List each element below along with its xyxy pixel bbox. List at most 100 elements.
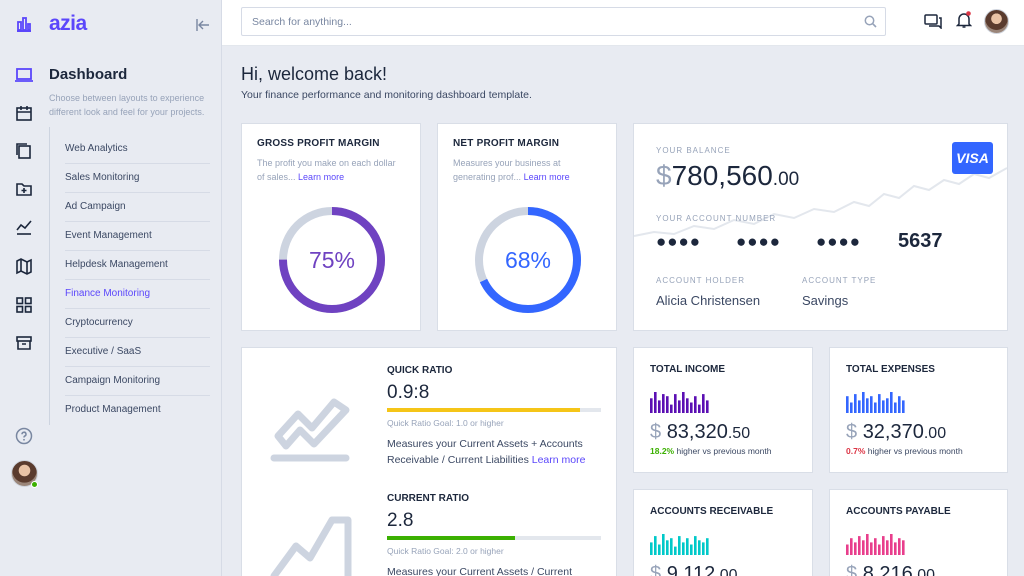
accounts-receivable-amount: 9,112 — [666, 563, 716, 576]
search-input[interactable] — [242, 8, 842, 35]
accounts-payable-spark-bar — [886, 540, 889, 555]
account-last4: 5637 — [898, 230, 943, 252]
total-expenses-spark-bar — [850, 402, 853, 413]
sidebar-item-web-analytics[interactable]: Web Analytics — [65, 135, 210, 164]
calendar-icon[interactable] — [14, 103, 34, 123]
balance-value: $780,560.00 — [656, 160, 799, 192]
net-profit-desc: Measures your business at generating pro… — [453, 156, 601, 184]
total-expenses-spark-bar — [886, 398, 889, 413]
total-income-spark-bar — [702, 394, 705, 413]
total-expenses-spark-bar — [870, 396, 873, 413]
accounts-payable-sparkbars — [846, 534, 905, 555]
collapse-sidebar-icon[interactable] — [196, 18, 210, 37]
net-profit-title: Net Profit Margin — [453, 138, 560, 149]
balance-decimals: .00 — [772, 169, 800, 190]
gross-profit-learn-more-link[interactable]: Learn more — [298, 172, 345, 182]
account-type-value: Savings — [802, 293, 849, 308]
account-type-label: Account Type — [802, 276, 877, 285]
folder-add-icon[interactable] — [14, 179, 34, 199]
header-avatar[interactable] — [984, 9, 1009, 34]
net-profit-donut-arc — [475, 207, 581, 313]
current-ratio-progress-track — [387, 536, 601, 540]
total-income-sparkbars — [650, 392, 709, 413]
sidebar-item-sales-monitoring[interactable]: Sales Monitoring — [65, 164, 210, 193]
current-ratio-goal: Quick Ratio Goal: 2.0 or higher — [387, 546, 504, 556]
accounts-payable-spark-bar — [846, 544, 849, 555]
accounts-receivable-card: Accounts Receivable $ 9,112.00 — [633, 489, 813, 576]
sidebar-item-campaign-monitoring[interactable]: Campaign Monitoring — [65, 367, 210, 396]
total-income-change: 18.2% — [650, 446, 675, 456]
total-expenses-spark-bar — [866, 398, 869, 413]
total-expenses-note: 0.7% higher vs previous month — [846, 446, 963, 456]
total-income-card: Total Income $ 83,320.50 18.2% higher vs… — [633, 347, 813, 473]
dashboard-icon[interactable] — [14, 65, 34, 85]
net-profit-desc-text: Measures your business at generating pro… — [453, 158, 561, 182]
accounts-receivable-spark-bar — [686, 538, 689, 555]
sidebar-item-cryptocurrency[interactable]: Cryptocurrency — [65, 309, 210, 338]
sidebar-item-ad-campaign[interactable]: Ad Campaign — [65, 193, 210, 222]
help-icon[interactable] — [14, 426, 34, 446]
total-expenses-spark-bar — [858, 400, 861, 413]
gross-profit-title: Gross Profit Margin — [257, 138, 380, 149]
accounts-receivable-spark-bar — [670, 538, 673, 555]
accounts-receivable-title: Accounts Receivable — [650, 506, 774, 517]
messages-icon[interactable] — [924, 13, 943, 34]
grid-icon[interactable] — [14, 295, 34, 315]
accounts-payable-spark-bar — [882, 536, 885, 555]
logo-chart-icon[interactable] — [14, 14, 34, 34]
total-expenses-spark-bar — [894, 402, 897, 413]
current-ratio-desc: Measures your Current Assets / Current — [387, 566, 572, 576]
total-expenses-spark-bar — [890, 392, 893, 413]
total-expenses-spark-bar — [862, 392, 865, 413]
quick-ratio-learn-more-link[interactable]: Learn more — [531, 454, 586, 466]
accounts-receivable-spark-bar — [674, 546, 677, 555]
balance-block: Your Balance $780,560.00 — [656, 146, 799, 192]
notification-bell-icon[interactable] — [955, 11, 973, 34]
accounts-receivable-spark-bar — [666, 540, 669, 555]
total-expenses-spark-bar — [874, 402, 877, 413]
total-expenses-decimals: .00 — [923, 425, 947, 442]
total-expenses-currency: $ — [846, 421, 858, 443]
accounts-receivable-spark-bar — [694, 536, 697, 555]
sidebar-item-event-management[interactable]: Event Management — [65, 222, 210, 251]
accounts-receivable-spark-bar — [678, 536, 681, 555]
accounts-payable-spark-bar — [870, 542, 873, 555]
accounts-payable-spark-bar — [874, 538, 877, 555]
account-number-label: Your Account Number — [656, 214, 777, 223]
chart-line-icon[interactable] — [14, 217, 34, 237]
total-expenses-spark-bar — [878, 394, 881, 413]
quick-ratio-value: 0.9:8 — [387, 382, 430, 403]
sidebar-item-product-management[interactable]: Product Management — [65, 404, 161, 415]
total-expenses-sparkbars — [846, 392, 905, 413]
quick-ratio-desc-text: Measures your Current Assets + Accounts … — [387, 438, 583, 466]
accounts-payable-spark-bar — [862, 540, 865, 555]
account-holder-name: Alicia Christensen — [656, 293, 761, 308]
accounts-payable-spark-bar — [894, 542, 897, 555]
map-icon[interactable] — [14, 256, 34, 276]
archive-icon[interactable] — [14, 333, 34, 353]
quick-ratio-chart-icon — [266, 384, 356, 473]
total-expenses-spark-bar — [846, 396, 849, 413]
gross-profit-donut — [279, 207, 385, 313]
quick-ratio-progress-bar — [387, 408, 580, 412]
current-ratio-value: 2.8 — [387, 510, 414, 531]
total-income-spark-bar — [686, 398, 689, 413]
net-profit-learn-more-link[interactable]: Learn more — [523, 172, 570, 182]
pages-icon[interactable] — [14, 141, 34, 161]
balance-currency: $ — [656, 160, 672, 191]
accounts-payable-spark-bar — [878, 544, 881, 555]
current-ratio-chart-icon — [266, 506, 356, 576]
sidebar-item-executive-saas[interactable]: Executive / SaaS — [65, 338, 210, 367]
sidebar-item-helpdesk-management[interactable]: Helpdesk Management — [65, 251, 210, 280]
accounts-payable-spark-bar — [902, 540, 905, 555]
sidebar-panel — [48, 0, 222, 576]
total-income-decimals: .50 — [727, 425, 751, 442]
masked-digits-3: ●●●● — [816, 232, 862, 251]
search-icon[interactable] — [864, 15, 877, 33]
brand-logo[interactable]: azia — [49, 12, 87, 35]
sidebar-item-finance-monitoring[interactable]: Finance Monitoring — [65, 280, 210, 309]
total-expenses-title: Total Expenses — [846, 364, 935, 375]
total-income-spark-bar — [666, 396, 669, 413]
accounts-payable-spark-bar — [866, 534, 869, 555]
total-income-spark-bar — [654, 392, 657, 413]
